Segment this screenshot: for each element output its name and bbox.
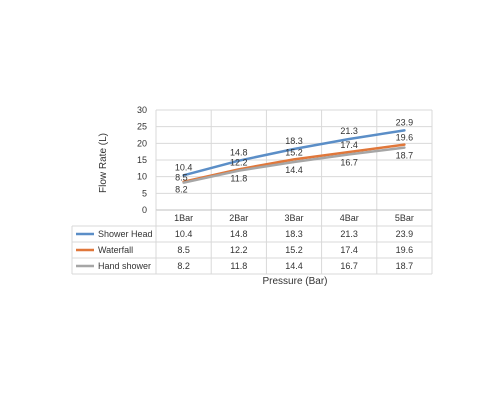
y-tick-label: 5 [142, 188, 147, 198]
table-cell: 14.4 [285, 261, 303, 271]
data-label: 8.5 [175, 173, 188, 183]
table-cell: 18.3 [285, 229, 303, 239]
data-label: 8.2 [175, 185, 188, 195]
table-cell: 19.6 [396, 245, 414, 255]
series-line-3 [182, 146, 406, 184]
data-label: 14.8 [230, 148, 248, 158]
y-axis-title: Flow Rate (L) [98, 133, 109, 193]
table-cell: 14.8 [230, 229, 248, 239]
data-label: 11.8 [230, 174, 247, 184]
data-label: 19.6 [396, 133, 414, 143]
data-label: 16.7 [340, 157, 358, 167]
data-label: 12.2 [230, 157, 248, 167]
y-tick-label: 15 [137, 155, 147, 165]
table-cell: 10.4 [175, 229, 193, 239]
data-label: 23.9 [396, 117, 414, 127]
data-label: 21.3 [340, 126, 358, 136]
legend-entry: Shower Head [98, 229, 153, 239]
data-table: 1Bar 2Bar 3Bar 4Bar 5Bar Shower Head 10.4 14.8 1… [71, 210, 433, 275]
table-cell: 18.7 [396, 261, 414, 271]
table-cell: 11.8 [230, 261, 247, 271]
y-tick-label: 20 [137, 138, 147, 148]
x-tick-label: 4Bar [340, 213, 359, 223]
y-tick-label: 30 [137, 105, 147, 115]
legend-entry: Waterfall [98, 245, 133, 255]
y-tick-label: 25 [137, 122, 147, 132]
y-tick-label: 10 [137, 172, 147, 182]
table-cell: 23.9 [396, 229, 414, 239]
y-tick-label: 0 [142, 205, 147, 215]
table-cell: 8.5 [177, 245, 190, 255]
data-label: 18.3 [285, 136, 303, 146]
x-tick-label: 1Bar [174, 213, 193, 223]
data-label: 18.7 [396, 151, 414, 161]
table-cell: 21.3 [340, 229, 358, 239]
x-tick-label: 3Bar [284, 213, 303, 223]
axes: 0 5 10 15 20 25 30 [137, 105, 432, 215]
table-cell: 8.2 [177, 261, 190, 271]
data-label: 14.4 [285, 165, 303, 175]
table-cell: 15.2 [285, 245, 303, 255]
data-label: 15.2 [285, 147, 303, 157]
legend-entry: Hand shower [98, 261, 151, 271]
table-cell: 17.4 [340, 245, 358, 255]
x-axis-title: Pressure (Bar) [262, 276, 327, 287]
data-label: 17.4 [340, 140, 358, 150]
table-cell: 12.2 [230, 245, 248, 255]
x-tick-label: 5Bar [395, 213, 414, 223]
data-labels: 10.4 14.8 18.3 21.3 23.9 8.5 12.2 15.2 17.4 19.6 8… [175, 117, 413, 194]
x-tick-label: 2Bar [229, 213, 248, 223]
series-lines [182, 129, 406, 184]
series-line-1 [182, 129, 406, 177]
data-label: 10.4 [175, 162, 193, 172]
table-cell: 16.7 [340, 261, 358, 271]
